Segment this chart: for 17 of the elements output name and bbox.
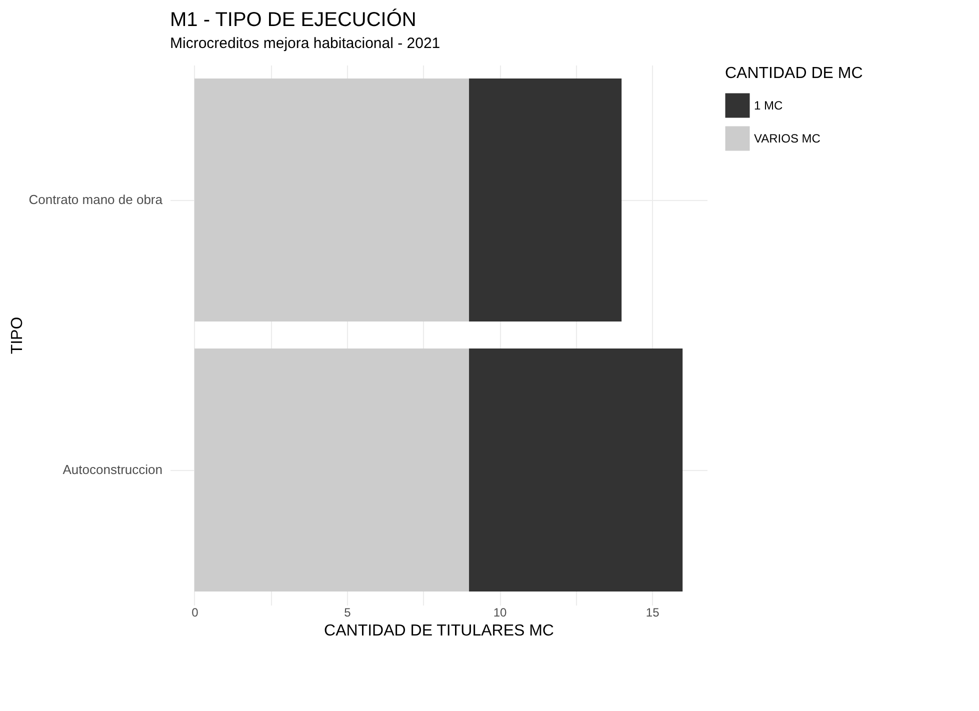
legend-label: 1 MC <box>754 98 784 112</box>
x-tick-label: 10 <box>493 606 508 620</box>
bar <box>194 78 470 322</box>
legend-title: CANTIDAD DE MC <box>725 65 863 82</box>
chart-subtitle: Microcreditos mejora habitacional - 2021 <box>170 35 440 52</box>
chart-title: M1 - TIPO DE EJECUCIÓN <box>170 8 416 31</box>
y-tick-label: Contrato mano de obra <box>28 192 164 207</box>
bar <box>469 348 683 592</box>
x-tick-label: 5 <box>344 606 352 620</box>
legend-label: VARIOS MC <box>754 132 821 146</box>
bar <box>469 78 622 322</box>
y-tick-label: Autoconstruccion <box>62 462 162 477</box>
x-tick-label: 0 <box>192 606 199 620</box>
bar <box>194 348 470 592</box>
x-tick-label: 15 <box>646 606 660 620</box>
y-axis-title: TIPO <box>8 316 26 354</box>
x-axis-title: CANTIDAD DE TITULARES MC <box>324 622 554 640</box>
